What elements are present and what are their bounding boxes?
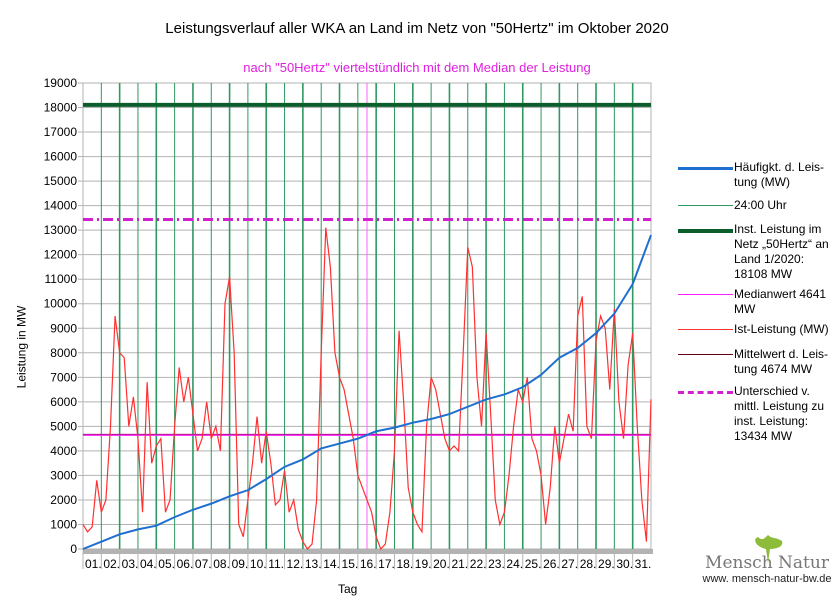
y-tick-label: 13000 bbox=[44, 223, 78, 237]
x-tick-label: 27. bbox=[561, 557, 578, 571]
legend-swatch bbox=[678, 294, 733, 295]
logo-name: Mensch Natur bbox=[705, 553, 829, 573]
x-tick-label: 19. bbox=[415, 557, 432, 571]
x-tick-label: 29. bbox=[598, 557, 615, 571]
chart-subtitle: nach "50Hertz" viertelstündlich mit dem … bbox=[243, 60, 591, 75]
legend-swatch bbox=[678, 167, 733, 170]
logo-url: www. mensch-natur-bw.de bbox=[702, 573, 832, 585]
y-tick-label: 17000 bbox=[44, 125, 78, 139]
x-tick-label: 23. bbox=[488, 557, 505, 571]
x-axis-band bbox=[83, 549, 653, 554]
x-tick-label: 18. bbox=[396, 557, 413, 571]
x-tick-label: 08. bbox=[213, 557, 230, 571]
x-tick-label: 12. bbox=[287, 557, 304, 571]
x-tick-label: 10. bbox=[250, 557, 267, 571]
chart-title: Leistungsverlauf aller WKA an Land im Ne… bbox=[165, 20, 669, 37]
legend-label: Inst. Leistung im Netz „50Hertz“ an Land… bbox=[734, 222, 829, 281]
legend-label: 24:00 Uhr bbox=[734, 198, 787, 212]
logo: Mensch Natur www. mensch-natur-bw.de bbox=[700, 535, 834, 585]
x-tick-label: 06. bbox=[177, 557, 194, 571]
legend-swatch bbox=[678, 354, 733, 355]
legend-swatch bbox=[678, 329, 733, 330]
y-tick-label: 18000 bbox=[44, 101, 78, 115]
x-tick-label: 02. bbox=[103, 557, 120, 571]
x-tick-label: 21. bbox=[451, 557, 468, 571]
y-tick-label: 2000 bbox=[50, 493, 77, 507]
y-tick-label: 16000 bbox=[44, 150, 78, 164]
x-tick-label: 03. bbox=[122, 557, 139, 571]
x-tick-label: 20. bbox=[433, 557, 450, 571]
frequency-series bbox=[82, 234, 652, 550]
x-tick-label: 11. bbox=[268, 557, 284, 571]
y-tick-label: 4000 bbox=[50, 444, 77, 458]
x-tick-label: 24. bbox=[506, 557, 523, 571]
x-tick-label: 04. bbox=[140, 557, 157, 571]
y-tick-label: 7000 bbox=[50, 370, 77, 384]
y-tick-label: 10000 bbox=[44, 297, 78, 311]
x-tick-label: 30. bbox=[616, 557, 633, 571]
x-tick-label: 07. bbox=[195, 557, 212, 571]
x-tick-label: 05. bbox=[158, 557, 175, 571]
x-tick-label: 17. bbox=[378, 557, 395, 571]
legend-label: Unterschied v. mittl. Leistung zu inst. … bbox=[734, 384, 825, 443]
y-tick-label: 1000 bbox=[50, 517, 77, 531]
x-tick-label: 26. bbox=[543, 557, 560, 571]
ginkgo-leaf-icon bbox=[755, 535, 783, 563]
x-tick-label: 14. bbox=[323, 557, 340, 571]
x-tick-label: 25. bbox=[525, 557, 542, 571]
y-tick-label: 8000 bbox=[50, 346, 77, 360]
y-tick-label: 19000 bbox=[44, 76, 78, 90]
y-tick-label: 5000 bbox=[50, 419, 77, 433]
x-tick-label: 09. bbox=[232, 557, 249, 571]
y-tick-label: 9000 bbox=[50, 321, 77, 335]
legend-label: Medianwert 4641 MW bbox=[734, 287, 827, 316]
legend-label: Mittelwert d. Leis-tung 4674 MW bbox=[734, 347, 829, 376]
y-tick-label: 0 bbox=[70, 542, 77, 556]
y-tick-label: 14000 bbox=[44, 199, 78, 213]
x-axis-label: Tag bbox=[338, 582, 358, 596]
actual-power-series bbox=[82, 227, 652, 551]
x-tick-label: 16. bbox=[360, 557, 377, 571]
legend-label: Ist-Leistung (MW) bbox=[734, 322, 829, 336]
x-tick-label: 22. bbox=[470, 557, 487, 571]
x-tick-label: 01. bbox=[85, 557, 102, 571]
x-tick-label: 28. bbox=[580, 557, 597, 571]
y-tick-label: 11000 bbox=[45, 272, 78, 286]
legend-swatch bbox=[678, 229, 733, 233]
y-tick-label: 6000 bbox=[50, 395, 77, 409]
y-tick-label: 3000 bbox=[50, 468, 77, 482]
legend-swatch bbox=[678, 205, 733, 206]
x-tick-label: 13. bbox=[305, 557, 322, 571]
legend-label: Häufigkt. d. Leis-tung (MW) bbox=[734, 160, 825, 189]
x-tick-label: 15. bbox=[342, 557, 359, 571]
y-tick-label: 15000 bbox=[44, 174, 78, 188]
x-tick-label: 31. bbox=[635, 557, 652, 571]
y-tick-label: 12000 bbox=[44, 248, 78, 262]
legend-swatch bbox=[678, 391, 733, 394]
